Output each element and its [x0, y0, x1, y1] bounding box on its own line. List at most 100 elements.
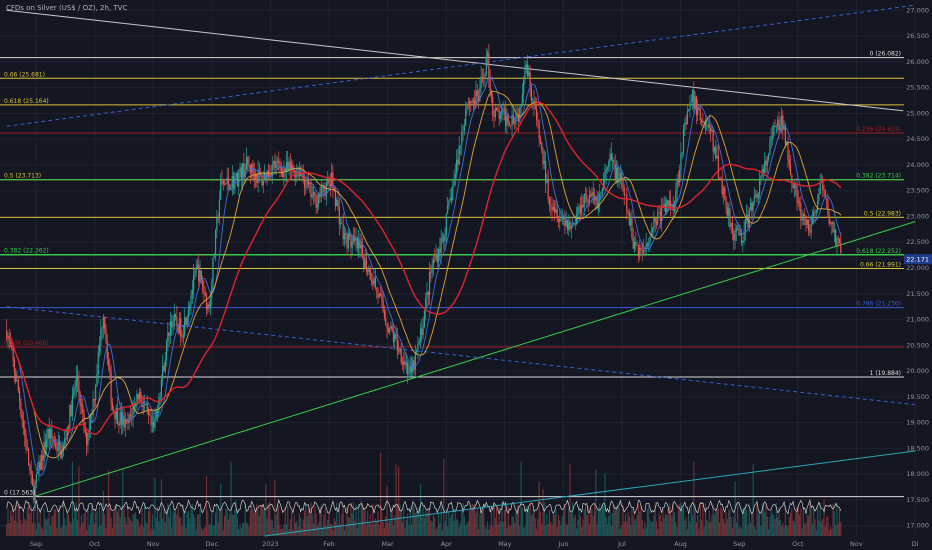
volume-bar — [262, 509, 264, 536]
volume-bar — [256, 503, 258, 536]
volume-bar — [78, 466, 80, 536]
candle-body — [552, 207, 554, 211]
candle-body — [122, 415, 124, 425]
candle-body — [559, 219, 561, 222]
volume-bar — [475, 512, 477, 536]
candle-body — [18, 390, 21, 403]
volume-bar — [39, 508, 41, 536]
volume-bar — [503, 509, 505, 536]
candle-body — [646, 243, 649, 246]
volume-bar — [497, 524, 499, 536]
candle-body — [410, 365, 413, 373]
candle-body — [783, 125, 785, 130]
candle-body — [146, 403, 148, 409]
volume-bar — [601, 503, 603, 536]
candle-body — [793, 184, 796, 188]
volume-bar — [403, 507, 405, 536]
candle-body — [156, 411, 159, 414]
volume-bar — [450, 514, 453, 536]
candle-body — [836, 237, 838, 246]
volume-bar — [543, 502, 545, 536]
volume-bar — [499, 521, 502, 536]
candle-body — [541, 142, 543, 150]
volume-bar — [380, 452, 382, 536]
candle-body — [365, 258, 367, 271]
moving-averages — [6, 76, 842, 477]
candle-body — [624, 194, 627, 196]
y-tick-label: 23.500 — [906, 187, 929, 195]
volume-bar — [692, 515, 694, 536]
volume-bar — [74, 511, 76, 536]
volume-bar — [136, 518, 138, 536]
volume-bar — [198, 514, 200, 536]
volume-bar — [444, 521, 446, 536]
candle-body — [163, 365, 165, 372]
volume-bar — [472, 504, 474, 536]
candle-body — [439, 249, 441, 253]
volume-bar — [431, 521, 433, 536]
candle-body — [529, 72, 531, 88]
volume-bar — [95, 512, 97, 536]
candle-body — [481, 76, 484, 79]
candle-body — [200, 270, 202, 280]
candle-body — [441, 237, 444, 239]
candle-body — [208, 304, 210, 308]
candle-body — [742, 240, 744, 243]
candle-body — [100, 329, 102, 346]
candle-body — [428, 271, 431, 295]
volume-bar — [276, 503, 278, 536]
volume-bar — [73, 518, 75, 536]
candle-body — [673, 202, 676, 211]
candle-body — [602, 179, 605, 189]
candle-body — [64, 438, 66, 445]
candle-body — [115, 408, 117, 420]
volume-bar — [547, 524, 549, 536]
volume-bar — [757, 513, 759, 536]
candle-body — [203, 289, 205, 294]
volume-bar — [519, 526, 521, 536]
volume-bar — [269, 502, 271, 536]
volume-bar — [124, 516, 126, 536]
candle-body — [663, 203, 665, 207]
volume-bar — [8, 523, 10, 536]
volume-bar — [389, 520, 391, 536]
volume-bar — [827, 516, 829, 536]
volume-bar — [470, 508, 472, 536]
volume-bar — [334, 521, 336, 536]
volume-bar — [592, 516, 594, 536]
candle-body — [666, 200, 668, 213]
volume-bar — [331, 523, 333, 536]
candle-body — [142, 405, 144, 408]
candle-body — [688, 109, 690, 112]
volume-bar — [409, 507, 411, 536]
candle-body — [30, 470, 32, 474]
candle-body — [827, 199, 829, 215]
candle-body — [176, 316, 178, 326]
volume-bar — [468, 510, 471, 536]
candle-body — [387, 327, 389, 333]
candle-body — [838, 238, 841, 244]
candle-body — [138, 391, 141, 400]
candle-body — [350, 235, 352, 248]
volume-bar — [725, 511, 727, 536]
volume-bar — [586, 514, 588, 536]
candle-body — [271, 163, 273, 177]
candle-body — [66, 427, 68, 440]
volume-bar — [187, 510, 190, 536]
volume-bar — [804, 523, 806, 536]
candle-body — [831, 221, 833, 225]
volume-bar — [515, 512, 517, 536]
volume-bar — [417, 507, 419, 536]
candle-body — [89, 413, 92, 429]
candle-body — [590, 194, 592, 197]
volume-bar — [53, 508, 55, 536]
candle-body — [404, 360, 406, 366]
volume-bar — [102, 490, 104, 536]
candle-body — [102, 316, 104, 328]
candle-body — [698, 107, 700, 110]
candle-body — [231, 175, 233, 188]
volume-bar — [287, 506, 289, 536]
candle-body — [378, 293, 380, 298]
candle-body — [730, 222, 732, 227]
